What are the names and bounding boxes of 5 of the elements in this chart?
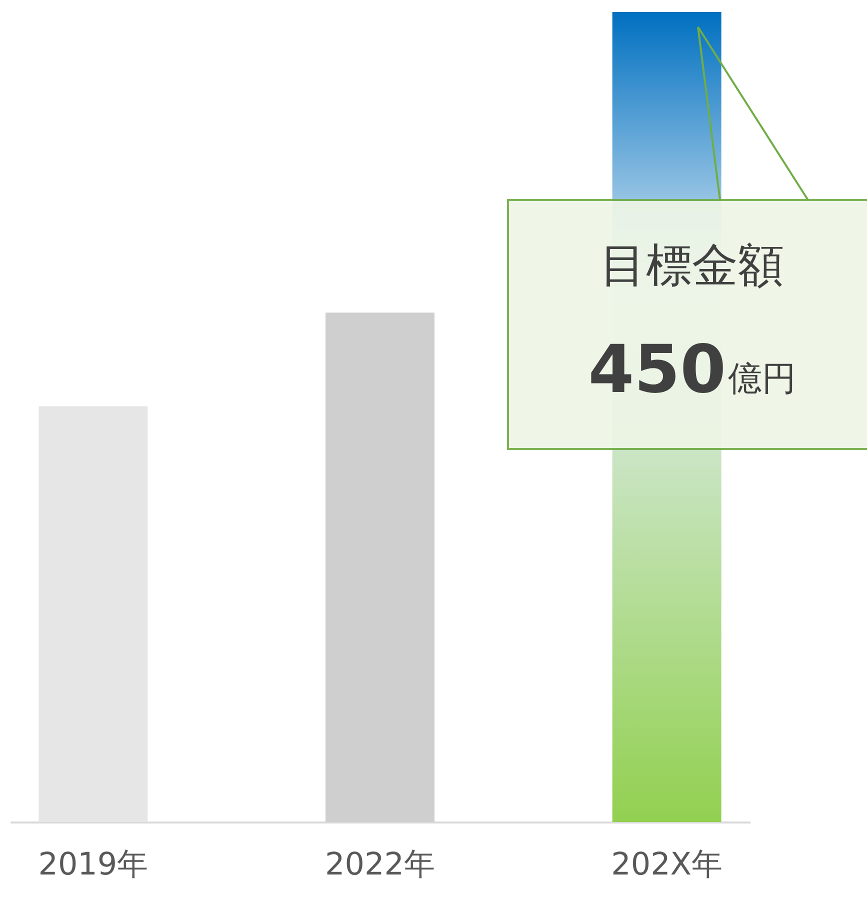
x-tick-label: 2019年	[38, 846, 148, 882]
x-tick-label: 202X年	[611, 846, 723, 882]
data-label: 450億円	[588, 331, 796, 408]
annotation: 目標金額	[600, 238, 784, 292]
x-tick-label: 2022年	[325, 846, 435, 882]
